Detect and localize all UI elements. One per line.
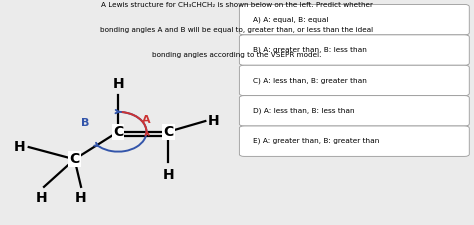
Text: C: C — [69, 152, 80, 166]
Text: H: H — [112, 77, 124, 91]
Text: C) A: less than, B: greater than: C) A: less than, B: greater than — [253, 77, 366, 84]
Text: bonding angles according to the VSEPR model.: bonding angles according to the VSEPR mo… — [152, 52, 322, 58]
Text: C: C — [113, 125, 123, 139]
Text: E) A: greater than, B: greater than: E) A: greater than, B: greater than — [253, 138, 379, 144]
Text: B: B — [81, 118, 90, 128]
Text: B) A: greater than, B: less than: B) A: greater than, B: less than — [253, 47, 366, 53]
Text: H: H — [163, 168, 174, 182]
Text: H: H — [14, 140, 26, 154]
Text: A Lewis structure for CH₃CHCH₂ is shown below on the left. Predict whether: A Lewis structure for CH₃CHCH₂ is shown … — [101, 2, 373, 8]
Text: A: A — [142, 115, 151, 125]
Text: A) A: equal, B: equal: A) A: equal, B: equal — [253, 16, 328, 23]
Text: C: C — [163, 125, 173, 139]
Text: H: H — [36, 191, 47, 205]
Text: H: H — [75, 191, 87, 205]
Text: bonding angles A and B will be equal to, greater than, or less than the ideal: bonding angles A and B will be equal to,… — [100, 27, 374, 33]
Text: D) A: less than, B: less than: D) A: less than, B: less than — [253, 108, 354, 114]
Text: H: H — [208, 114, 219, 128]
